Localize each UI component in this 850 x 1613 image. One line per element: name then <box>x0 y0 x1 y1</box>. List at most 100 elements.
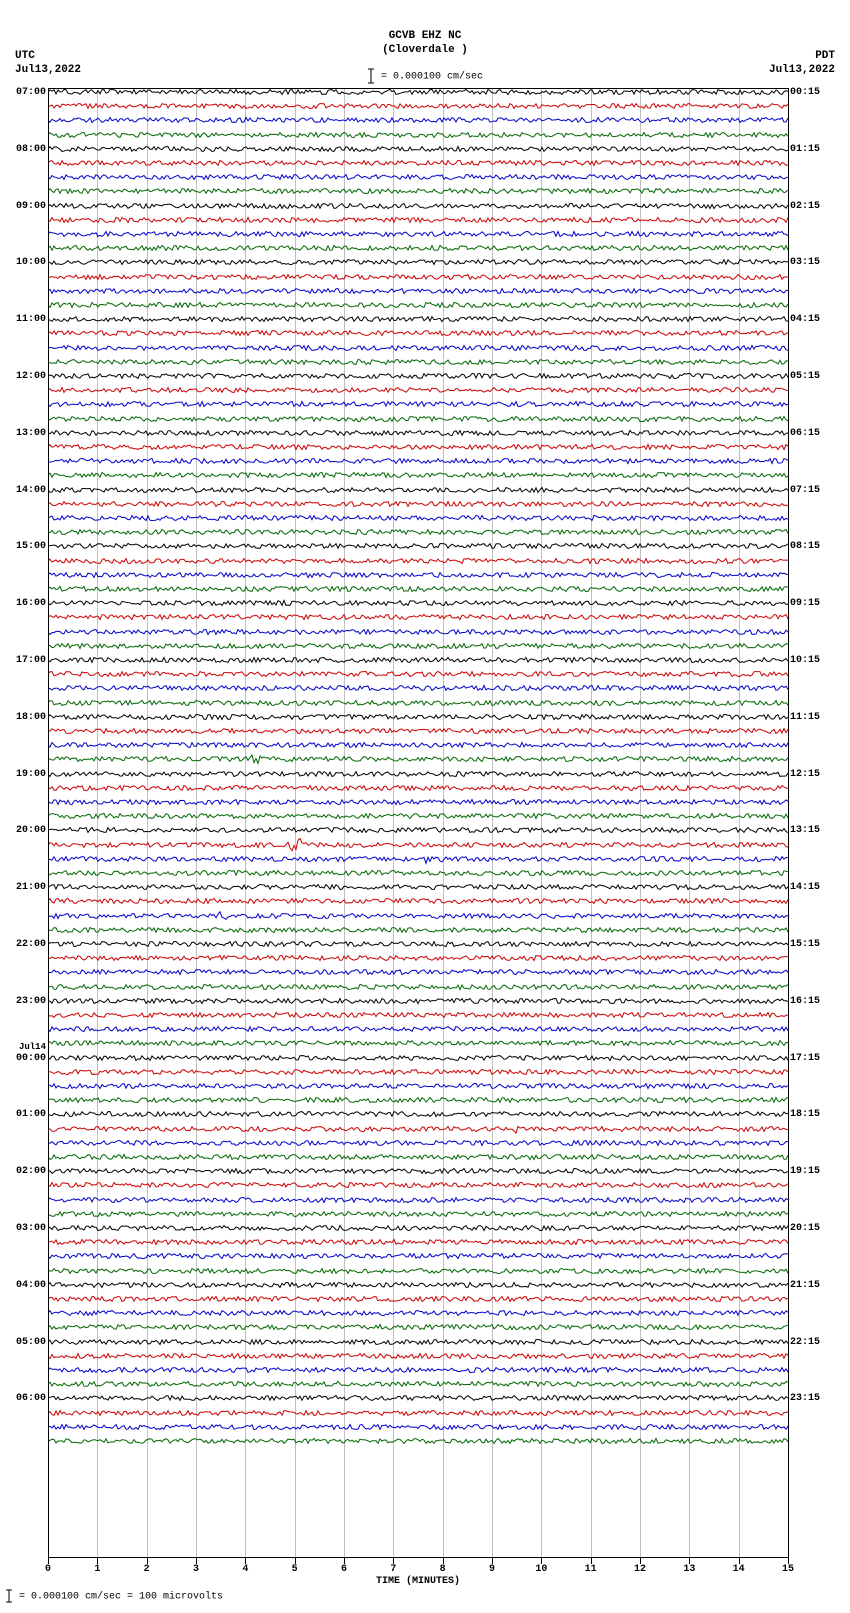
utc-hour-label: 20:00 <box>6 825 46 836</box>
seismogram-trace <box>48 738 788 752</box>
pdt-hour-label: 20:15 <box>790 1223 830 1234</box>
seismogram-plot: 07:0008:0009:0010:0011:0012:0013:0014:00… <box>48 88 788 1558</box>
utc-hour-label: 05:00 <box>6 1337 46 1348</box>
seismogram-trace <box>48 1036 788 1050</box>
x-tick-label: 1 <box>87 1564 107 1575</box>
scale-legend: = 0.000100 cm/sec <box>0 68 850 84</box>
pdt-hour-label: 07:15 <box>790 485 830 496</box>
pdt-hour-label: 09:15 <box>790 598 830 609</box>
seismogram-trace <box>48 1363 788 1377</box>
utc-hour-label: 01:00 <box>6 1109 46 1120</box>
seismogram-trace <box>48 270 788 284</box>
seismogram-trace <box>48 1065 788 1079</box>
seismogram-trace <box>48 156 788 170</box>
pdt-hour-label: 11:15 <box>790 712 830 723</box>
seismogram-trace <box>48 213 788 227</box>
x-tick-label: 2 <box>137 1564 157 1575</box>
seismogram-trace <box>48 1122 788 1136</box>
x-tick-label: 7 <box>383 1564 403 1575</box>
seismogram-trace <box>48 809 788 823</box>
seismogram-trace <box>48 965 788 979</box>
pdt-hour-label: 15:15 <box>790 939 830 950</box>
seismogram-trace <box>48 667 788 681</box>
seismogram-trace <box>48 937 788 951</box>
pdt-hour-label: 21:15 <box>790 1280 830 1291</box>
utc-hour-label: 13:00 <box>6 428 46 439</box>
seismogram-trace <box>48 781 788 795</box>
x-tick-label: 12 <box>630 1564 650 1575</box>
seismogram-trace <box>48 355 788 369</box>
utc-hour-label: 02:00 <box>6 1166 46 1177</box>
seismogram-trace <box>48 710 788 724</box>
utc-hour-label: 16:00 <box>6 598 46 609</box>
seismogram-trace <box>48 1406 788 1420</box>
seismogram-trace <box>48 412 788 426</box>
seismogram-trace <box>48 497 788 511</box>
seismogram-trace <box>48 994 788 1008</box>
seismogram-trace <box>48 1022 788 1036</box>
seismogram-trace <box>48 298 788 312</box>
seismogram-trace <box>48 539 788 553</box>
seismogram-trace <box>48 582 788 596</box>
seismogram-trace <box>48 1093 788 1107</box>
seismogram-trace <box>48 752 788 766</box>
utc-hour-label: 12:00 <box>6 371 46 382</box>
seismogram-trace <box>48 681 788 695</box>
seismogram-trace <box>48 1278 788 1292</box>
seismogram-trace <box>48 369 788 383</box>
seismogram-trace <box>48 241 788 255</box>
seismogram-trace <box>48 894 788 908</box>
seismogram-trace <box>48 1349 788 1363</box>
seismogram-trace <box>48 312 788 326</box>
seismogram-trace <box>48 397 788 411</box>
seismogram-trace <box>48 1207 788 1221</box>
pdt-hour-label: 12:15 <box>790 769 830 780</box>
utc-date-break-label: Jul14 <box>6 1042 46 1052</box>
seismogram-trace <box>48 1150 788 1164</box>
plot-border <box>48 1557 788 1558</box>
seismogram-trace <box>48 1051 788 1065</box>
utc-hour-label: 11:00 <box>6 314 46 325</box>
x-tick-label: 8 <box>433 1564 453 1575</box>
utc-hour-label: 14:00 <box>6 485 46 496</box>
pdt-hour-label: 17:15 <box>790 1053 830 1064</box>
seismogram-trace <box>48 1391 788 1405</box>
x-tick-label: 11 <box>581 1564 601 1575</box>
seismogram-trace <box>48 255 788 269</box>
utc-hour-label: 10:00 <box>6 257 46 268</box>
utc-hour-label: 06:00 <box>6 1393 46 1404</box>
seismogram-trace <box>48 1306 788 1320</box>
seismogram-trace <box>48 696 788 710</box>
utc-hour-label: 08:00 <box>6 144 46 155</box>
scale-text: = 0.000100 cm/sec <box>375 72 483 83</box>
utc-hour-label: 19:00 <box>6 769 46 780</box>
pdt-hour-label: 19:15 <box>790 1166 830 1177</box>
pdt-hour-label: 16:15 <box>790 996 830 1007</box>
pdt-hour-label: 02:15 <box>790 201 830 212</box>
pdt-hour-label: 00:15 <box>790 87 830 98</box>
seismogram-trace <box>48 880 788 894</box>
x-tick-label: 5 <box>285 1564 305 1575</box>
seismogram-trace <box>48 1107 788 1121</box>
footer-scale-text: = 0.000100 cm/sec = 100 microvolts <box>13 1592 223 1603</box>
seismogram-trace <box>48 767 788 781</box>
seismogram-trace <box>48 1377 788 1391</box>
seismogram-trace <box>48 653 788 667</box>
x-tick-label: 6 <box>334 1564 354 1575</box>
seismogram-trace <box>48 568 788 582</box>
seismogram-trace <box>48 1136 788 1150</box>
x-tick-label: 9 <box>482 1564 502 1575</box>
plot-border <box>48 88 49 1558</box>
seismogram-trace <box>48 440 788 454</box>
x-tick-label: 3 <box>186 1564 206 1575</box>
seismogram-trace <box>48 113 788 127</box>
seismogram-trace <box>48 1264 788 1278</box>
seismogram-trace <box>48 284 788 298</box>
pdt-hour-label: 04:15 <box>790 314 830 325</box>
footer-scale: = 0.000100 cm/sec = 100 microvolts <box>5 1589 223 1603</box>
seismogram-trace <box>48 184 788 198</box>
seismogram-trace <box>48 1079 788 1093</box>
utc-hour-label: 00:00 <box>6 1053 46 1064</box>
station-location: (Cloverdale ) <box>0 44 850 56</box>
pdt-hour-label: 08:15 <box>790 541 830 552</box>
